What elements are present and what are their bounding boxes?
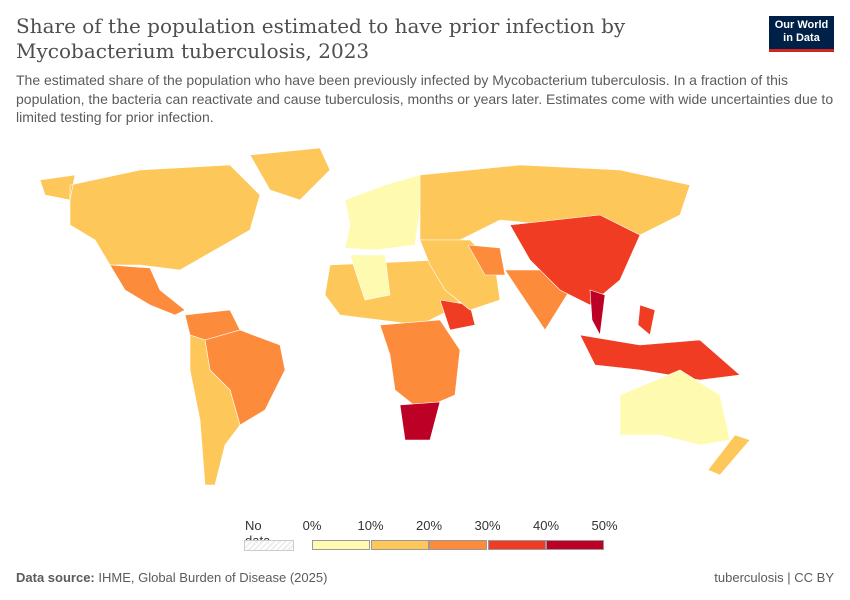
logo-line-2: in Data [783,31,820,44]
legend-bin-4[interactable] [546,540,604,550]
region-north-america[interactable] [39,164,261,271]
no-data-swatch[interactable] [244,540,294,551]
legend-tick: 20% [415,518,443,533]
region-western-europe[interactable] [344,174,421,251]
region-greenland[interactable] [249,147,331,201]
region-ethiopia[interactable] [439,299,476,331]
region-southern-south-america[interactable] [189,334,241,486]
region-algeria[interactable] [349,254,391,301]
legend-bin-3[interactable] [487,540,546,550]
legend-tick: 10% [357,518,384,533]
region-mexico-central-america[interactable] [109,264,186,316]
region-indonesia-philippines[interactable] [579,304,741,381]
region-central-africa[interactable] [379,319,461,411]
legend-tick: 30% [474,518,501,533]
data-source: Data source: IHME, Global Burden of Dise… [16,570,327,585]
legend-tick: 0% [302,518,322,533]
region-china[interactable] [509,214,641,306]
source-text[interactable]: IHME, Global Burden of Disease (2025) [98,570,328,585]
legend-bin-2[interactable] [429,540,487,550]
region-australia[interactable] [619,369,731,446]
world-map [39,147,751,486]
license[interactable]: tuberculosis | CC BY [714,570,834,585]
legend-tick: 50% [591,518,618,533]
region-vietnam[interactable] [589,289,606,336]
chart-title: Share of the population estimated to hav… [16,14,626,63]
chart-subtitle: The estimated share of the population wh… [16,72,834,125]
source-label: Data source: [16,570,95,585]
owid-logo[interactable]: Our World in Data [769,16,834,52]
region-iran[interactable] [467,244,506,276]
region-new-zealand[interactable] [707,434,751,476]
legend-bin-1[interactable] [370,540,429,550]
logo-line-1: Our World [774,19,829,31]
legend-tick: 40% [532,518,560,533]
region-south-africa[interactable] [399,401,441,441]
legend-bin-0[interactable] [312,540,370,550]
